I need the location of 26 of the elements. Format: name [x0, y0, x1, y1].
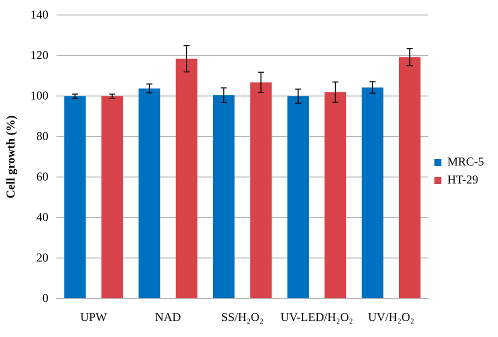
x-tick-label: NAD — [154, 310, 182, 324]
y-tick-label: 100 — [30, 88, 48, 102]
y-tick-label: 60 — [36, 169, 48, 184]
bar — [64, 96, 86, 298]
y-tick-label: 120 — [30, 48, 48, 62]
x-tick-label: SS/H₂O₂ — [221, 310, 264, 324]
bar — [324, 92, 346, 298]
x-tick-label: UV-LED/H₂O₂ — [280, 310, 354, 324]
bar — [398, 57, 421, 298]
legend-label: MRC-5 — [447, 154, 484, 169]
y-axis-title: Cell growth (%) — [3, 115, 18, 198]
bar — [362, 87, 384, 298]
bar — [101, 96, 123, 298]
y-tick-label: 140 — [30, 7, 48, 22]
bar — [212, 95, 235, 298]
y-tick-label: 80 — [36, 128, 48, 143]
y-tick-label: 0 — [42, 290, 48, 305]
bar — [287, 96, 309, 298]
x-tick-label: UPW — [80, 310, 108, 324]
bar — [176, 58, 198, 298]
bar — [138, 88, 160, 298]
y-tick-label: 20 — [36, 250, 48, 264]
legend-label: HT-29 — [447, 172, 478, 187]
y-tick-label: 40 — [36, 210, 48, 224]
bar — [250, 82, 272, 298]
x-tick-label: UV/H₂O₂ — [368, 310, 414, 324]
